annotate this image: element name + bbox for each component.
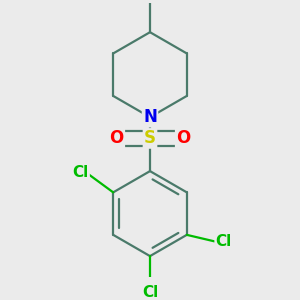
Text: N: N (143, 108, 157, 126)
Text: Cl: Cl (142, 285, 158, 300)
Text: Cl: Cl (72, 165, 88, 180)
Text: S: S (144, 129, 156, 147)
Text: O: O (176, 129, 190, 147)
Text: O: O (110, 129, 124, 147)
Text: Cl: Cl (216, 234, 232, 249)
